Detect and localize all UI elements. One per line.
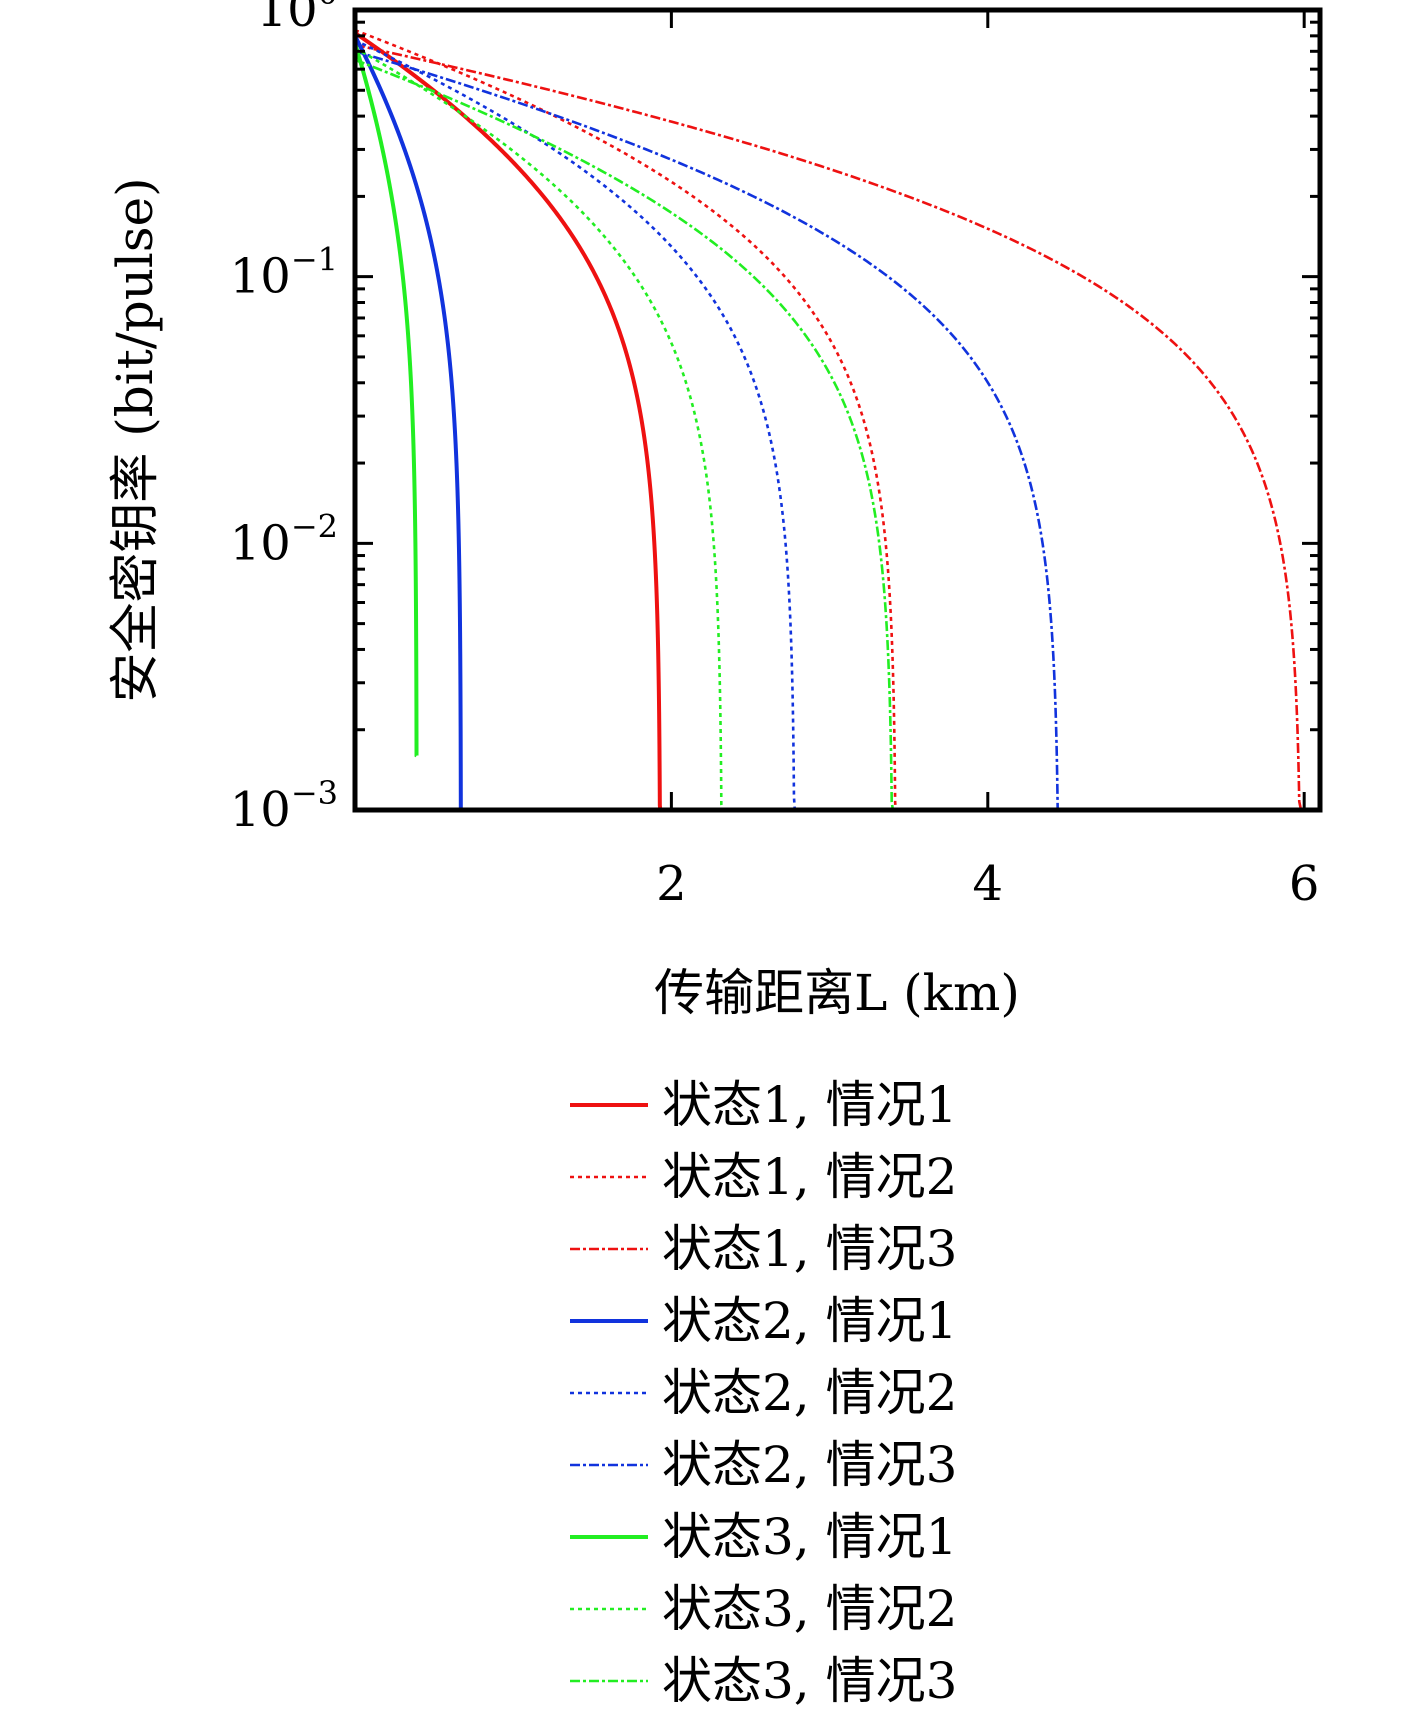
plot-frame [352, 7, 1323, 813]
y-tick-label: 100 [257, 0, 338, 38]
y-tick-exponent: −2 [291, 507, 338, 545]
series-line-4 [355, 34, 463, 810]
y-tick-exponent: −3 [291, 774, 338, 812]
x-tick-label: 2 [656, 856, 687, 912]
y-tick-label: 10−3 [230, 774, 338, 838]
x-axis-title: 传输距离L (km) [654, 964, 1020, 1022]
y-axis-tick-labels: 10010−110−210−3 [230, 0, 338, 838]
legend-label-2: 状态1, 情况2 [662, 1148, 957, 1206]
x-tick-label: 6 [1289, 856, 1320, 912]
series-line-2 [355, 28, 898, 810]
y-tick-base: 10 [257, 0, 318, 38]
y-tick-base: 10 [230, 782, 291, 838]
series-line-9 [355, 58, 895, 810]
legend-label-3: 状态1, 情况3 [662, 1220, 957, 1278]
y-tick-base: 10 [230, 515, 291, 571]
y-tick-exponent: −1 [291, 241, 338, 279]
y-tick-label: 10−1 [230, 241, 338, 305]
y-tick-label: 10−2 [230, 507, 338, 571]
legend-label-5: 状态2, 情况2 [662, 1364, 957, 1422]
series-line-5 [355, 39, 797, 810]
x-tick-label: 4 [973, 856, 1004, 912]
legend-label-6: 状态2, 情况3 [662, 1436, 957, 1494]
legend-label-1: 状态1, 情况1 [662, 1076, 957, 1134]
legend-label-8: 状态3, 情况2 [662, 1580, 957, 1638]
legend-label-9: 状态3, 情况3 [662, 1652, 957, 1710]
series-curves [355, 28, 1303, 810]
legend-label-7: 状态3, 情况1 [662, 1508, 957, 1566]
legend: 状态1, 情况1 状态1, 情况2 状态1, 情况3 状态2, 情况1 状态2, 情况2… [570, 1076, 957, 1710]
y-axis-ticks [355, 20, 1320, 812]
y-axis-title: 安全密钥率 (bit/pulse) [106, 177, 164, 702]
series-line-1 [355, 31, 663, 810]
y-tick-exponent: 0 [318, 0, 338, 12]
series-line-6 [355, 50, 1061, 810]
y-tick-base: 10 [230, 249, 291, 305]
legend-label-4: 状态2, 情况1 [662, 1292, 957, 1350]
x-axis-tick-labels: 2 4 6 [656, 856, 1319, 912]
x-axis-ticks [669, 10, 1306, 810]
series-line-7 [355, 42, 419, 758]
series-line-3 [355, 43, 1303, 810]
